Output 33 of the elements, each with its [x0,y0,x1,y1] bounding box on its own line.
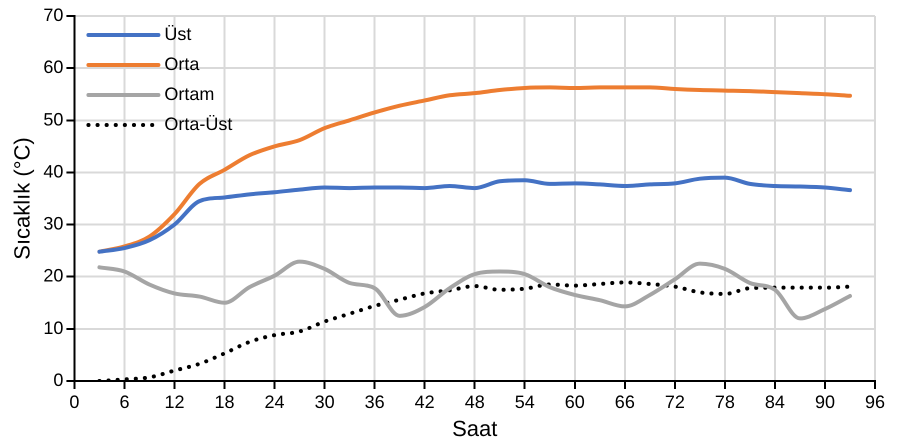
x-tick-label: 6 [119,392,130,412]
legend-label: Üst [164,24,192,44]
y-tick-label: 60 [43,57,64,78]
x-tick-label: 24 [264,392,285,412]
x-axis-title: Saat [452,416,498,441]
x-tick-label: 54 [514,392,535,412]
x-tick-label: 30 [314,392,335,412]
legend-label: Orta [164,54,200,74]
line-series [97,176,852,254]
x-tick-label: 48 [464,392,485,412]
y-tick-label: 20 [43,266,64,286]
y-axis-title: Sıcaklık (°C) [9,137,34,260]
x-tick-label: 42 [414,392,435,412]
y-tick-label: 40 [43,161,64,182]
x-tick-label: 18 [214,392,235,412]
x-tick-label: 0 [69,392,80,412]
y-tick-label: 30 [43,214,64,234]
x-tick-label: 60 [564,392,585,412]
x-tick-label: 78 [714,392,735,412]
x-tick-label: 84 [764,392,785,412]
legend-label: Orta-Üst [164,114,232,134]
line-series [97,260,852,320]
y-tick-label: 50 [43,109,64,130]
y-tick-label: 0 [53,370,64,390]
y-tick-label: 10 [43,318,64,338]
x-tick-label: 96 [864,392,886,412]
x-tick-label: 12 [164,392,185,412]
y-tick-label: 70 [43,4,64,25]
x-tick-label: 66 [614,392,635,412]
legend-label: Ortam [164,84,214,104]
x-tick-label: 72 [664,392,685,412]
x-tick-label: 90 [814,392,835,412]
x-tick-label: 36 [364,392,385,412]
